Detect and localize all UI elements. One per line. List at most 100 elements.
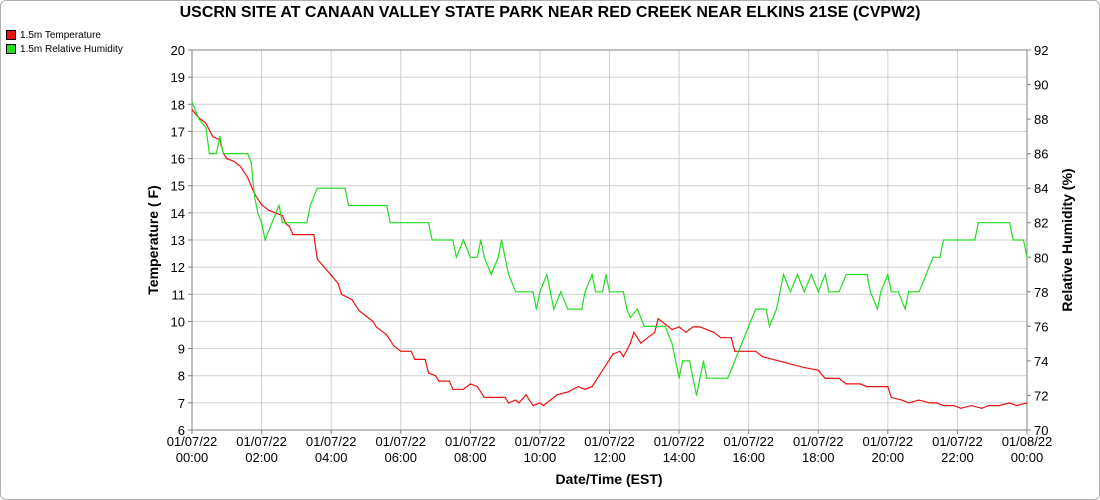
data-point-humidity: [629, 317, 632, 319]
data-point-humidity: [428, 222, 430, 224]
data-point-humidity: [768, 325, 771, 327]
chart-title: USCRN SITE AT CANAAN VALLEY STATE PARK N…: [179, 4, 921, 21]
data-point-humidity: [706, 377, 708, 379]
series-line-temperature: [191, 109, 1028, 409]
x-tick-label-time: 00:00: [176, 450, 209, 465]
data-point-temperature: [556, 394, 558, 396]
data-point-temperature: [466, 386, 468, 388]
data-point-temperature: [288, 225, 290, 227]
data-point-temperature: [671, 329, 673, 331]
data-point-temperature: [755, 350, 757, 352]
y2-tick-label: 76: [1034, 319, 1048, 334]
data-point-humidity: [734, 360, 736, 362]
data-point-temperature: [504, 396, 506, 398]
data-point-humidity: [1012, 239, 1014, 241]
data-point-humidity: [755, 308, 757, 310]
data-point-temperature: [233, 160, 235, 162]
y2-tick-label: 84: [1034, 181, 1048, 196]
data-point-humidity: [748, 325, 750, 327]
legend-label-temperature: 1.5m Temperature: [20, 29, 101, 41]
data-point-humidity: [264, 239, 266, 241]
data-point-temperature: [619, 350, 621, 352]
data-point-temperature: [762, 356, 764, 358]
data-point-humidity: [643, 325, 645, 327]
data-point-humidity: [897, 291, 899, 293]
x-tick-label-time: 20:00: [872, 450, 905, 465]
data-point-humidity: [469, 256, 471, 258]
data-point-temperature: [598, 375, 600, 377]
data-point-temperature: [400, 350, 402, 352]
x-tick-label-date: 01/07/22: [306, 434, 357, 449]
data-point-temperature: [313, 234, 315, 236]
data-point-humidity: [257, 213, 259, 215]
y-tick-label: 13: [171, 233, 185, 248]
data-point-humidity: [515, 291, 517, 293]
data-point-humidity: [330, 187, 332, 189]
data-point-temperature: [887, 386, 889, 388]
data-point-humidity: [601, 291, 604, 293]
x-tick-label-time: 14:00: [663, 450, 696, 465]
x-tick-label-date: 01/07/22: [654, 434, 705, 449]
data-point-temperature: [393, 345, 395, 347]
data-point-humidity: [309, 204, 311, 207]
data-point-temperature: [942, 405, 945, 407]
data-point-temperature: [720, 337, 722, 339]
data-point-temperature: [267, 209, 270, 211]
data-point-humidity: [316, 187, 318, 189]
data-point-humidity: [939, 256, 941, 258]
y-axis-ticks: 6 7 8 9 10 11 12 13 14 15 16 17 18 19 20: [171, 43, 192, 438]
data-point-temperature: [438, 380, 440, 382]
data-point-humidity: [306, 222, 308, 224]
data-point-humidity: [476, 256, 478, 258]
data-point-humidity: [285, 222, 287, 224]
data-point-temperature: [970, 405, 972, 407]
x-tick-label-time: 12:00: [593, 450, 626, 465]
data-point-temperature: [261, 204, 263, 206]
x-axis-ticks: 01/07/2200:0001/07/2202:0001/07/2204:000…: [167, 430, 1052, 465]
data-point-temperature: [633, 331, 635, 333]
x-tick-label-date: 01/07/22: [236, 434, 287, 449]
x-tick-label-time: 18:00: [802, 450, 835, 465]
data-point-temperature: [247, 177, 249, 179]
data-point-humidity: [208, 153, 210, 155]
data-point-temperature: [341, 293, 343, 295]
y2-tick-label: 70: [1034, 423, 1048, 438]
data-point-temperature: [302, 234, 304, 236]
data-point-temperature: [462, 388, 464, 390]
data-point-temperature: [678, 326, 680, 328]
y-tick-label: 19: [171, 70, 185, 85]
data-point-humidity: [626, 308, 628, 310]
data-point-temperature: [205, 122, 207, 124]
data-point-humidity: [869, 291, 872, 293]
data-point-humidity: [480, 239, 482, 241]
data-point-temperature: [323, 266, 325, 268]
data-point-temperature: [612, 353, 614, 355]
y-tick-label: 14: [171, 206, 185, 221]
x-tick-label-time: 10:00: [524, 450, 557, 465]
data-point-temperature: [734, 350, 736, 352]
data-point-temperature: [908, 402, 910, 404]
data-point-humidity: [782, 273, 785, 276]
data-point-temperature: [657, 318, 659, 320]
data-point-humidity: [741, 343, 743, 345]
data-point-temperature: [929, 402, 931, 404]
data-point-temperature: [654, 331, 656, 333]
data-point-humidity: [219, 135, 221, 137]
x-tick-label-time: 00:00: [1011, 450, 1044, 465]
data-point-humidity: [1022, 239, 1025, 241]
data-point-humidity: [1002, 222, 1004, 224]
x-tick-label-date: 01/07/22: [723, 434, 774, 449]
data-point-humidity: [622, 291, 625, 293]
y2-tick-label: 72: [1034, 388, 1048, 403]
data-point-temperature: [330, 274, 332, 276]
data-point-humidity: [803, 291, 805, 293]
data-point-humidity: [904, 308, 906, 310]
data-point-humidity: [452, 239, 454, 241]
x-tick-label-date: 01/07/22: [932, 434, 983, 449]
x-tick-label-date: 01/07/22: [584, 434, 635, 449]
x-tick-label-time: 16:00: [732, 450, 765, 465]
data-point-humidity: [462, 239, 464, 241]
data-point-temperature: [515, 399, 517, 401]
x-tick-label-time: 22:00: [941, 450, 974, 465]
